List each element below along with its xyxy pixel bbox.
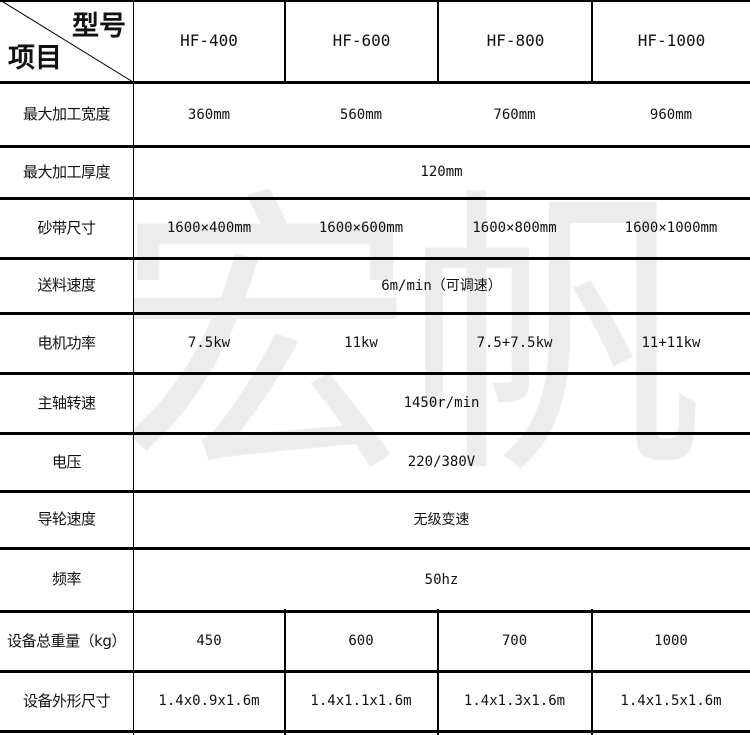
row-value: 1600×800mm: [472, 220, 557, 236]
row-value: 600: [348, 633, 374, 649]
row-divider: [0, 670, 750, 673]
column-divider: [437, 609, 439, 673]
column-divider: [133, 0, 134, 735]
row-value: 1600×400mm: [166, 220, 252, 236]
row-value: 1.4x1.5x1.6m: [620, 693, 722, 709]
row-value: 700: [501, 633, 528, 649]
row-divider: [0, 610, 750, 613]
row-label: 频率: [51, 570, 82, 588]
row-value: 1.4x1.1x1.6m: [310, 693, 412, 709]
row-label: 电机功率: [37, 333, 96, 352]
row-value: 760mm: [493, 106, 536, 123]
table-row: 设备外形尺寸 1.4x0.9x1.6m 1.4x1.1x1.6m 1.4x1.3x1.…: [0, 669, 750, 733]
row-value: 450: [196, 633, 222, 649]
row-value: 11kw: [344, 335, 378, 351]
row-divider: [0, 197, 750, 200]
row-value: 6m/min（可调速）: [381, 277, 502, 294]
row-value: 50hz: [424, 571, 459, 588]
column-divider: [591, 609, 593, 673]
table-row: 设备总重量（kg） 450 600 700 1000: [0, 609, 750, 673]
row-value: 560mm: [339, 106, 383, 123]
row-label: 主轴转速: [37, 393, 96, 412]
row-divider: [0, 547, 750, 550]
row-label: 设备总重量（kg）: [7, 631, 126, 650]
table-row: 最大加工厚度 120mm: [0, 147, 750, 197]
model-hf-800: HF-800: [486, 31, 545, 50]
header-row: 型号 项目 HF-400 HF-600 HF-800 HF-1000: [0, 0, 750, 82]
row-divider: [0, 145, 750, 148]
table-row: 频率 50hz: [0, 549, 750, 610]
model-hf-400: HF-400: [180, 31, 238, 50]
row-divider: [0, 730, 750, 733]
model-hf-600: HF-600: [332, 31, 391, 50]
model-hf-1000: HF-1000: [637, 31, 706, 50]
row-value: 220/380V: [407, 454, 476, 470]
row-label: 砂带尺寸: [37, 218, 96, 237]
row-divider: [0, 312, 750, 315]
table-row: 电压 220/380V: [0, 434, 750, 490]
row-value: 1000: [654, 633, 688, 649]
table-row: 最大加工宽度 360mm 560mm 760mm 960mm: [0, 84, 750, 145]
column-divider: [284, 669, 286, 733]
row-divider: [0, 257, 750, 260]
row-value: 7.5+7.5kw: [476, 335, 553, 351]
column-divider: [437, 669, 439, 733]
column-divider: [591, 733, 593, 735]
row-value: 1.4x0.9x1.6m: [158, 693, 260, 709]
row-value: 1600×1000mm: [624, 220, 718, 236]
item-header-label: 项目: [8, 43, 62, 74]
row-label: 最大加工厚度: [22, 162, 111, 181]
column-divider: [437, 733, 439, 735]
table-row: 送料速度 6m/min（可调速）: [0, 259, 750, 312]
row-value: 120mm: [420, 164, 463, 180]
row-label: 电压: [51, 452, 82, 471]
row-value: 360mm: [187, 106, 231, 123]
model-header-label: 型号: [72, 11, 126, 42]
row-value: 7.5kw: [187, 335, 231, 351]
row-label: 送料速度: [37, 276, 96, 294]
column-divider: [284, 733, 286, 735]
row-divider: [0, 432, 750, 435]
table-row: 主轴转速 1450r/min: [0, 374, 750, 432]
table-row: 电机功率 7.5kw 11kw 7.5+7.5kw 11+11kw: [0, 314, 750, 372]
column-divider: [591, 669, 593, 733]
row-label: 最大加工宽度: [22, 105, 111, 123]
row-value: 1600×600mm: [318, 220, 404, 236]
table-row: 砂带尺寸 1600×400mm 1600×600mm 1600×800mm 1600×1…: [0, 199, 750, 257]
row-value: 960mm: [649, 106, 693, 123]
row-value: 1.4x1.3x1.6m: [463, 693, 566, 709]
row-divider: [0, 490, 750, 493]
row-divider: [0, 81, 750, 84]
row-value: 无级变速: [413, 511, 470, 528]
row-value: 1450r/min: [403, 395, 480, 411]
row-label: 导轮速度: [37, 510, 96, 528]
table-row: 导轮速度 无级变速: [0, 492, 750, 547]
row-divider: [0, 372, 750, 375]
row-value: 11+11kw: [641, 335, 701, 351]
row-label: 设备外形尺寸: [22, 691, 111, 710]
row-divider: [0, 0, 750, 2]
column-divider: [284, 609, 286, 673]
